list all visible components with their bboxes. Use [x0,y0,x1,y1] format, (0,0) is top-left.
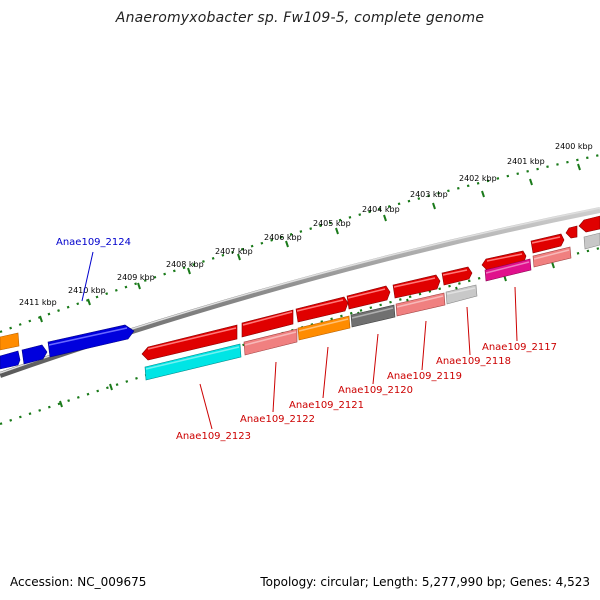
gene-arrow-light-gray [583,232,600,250]
major-tick [109,383,113,391]
gene-label-2120: Anae109_2120 [338,385,413,396]
gene-labels: Anae109_2124 Anae109_2123 Anae109_2122 A… [56,237,557,442]
kbp-label: 2405 kbp [313,219,351,228]
leader-line [322,346,329,399]
major-tick [285,240,289,248]
gene-label-2118: Anae109_2118 [436,356,511,367]
kbp-label: 2403 kbp [410,190,448,199]
major-tick [87,298,91,306]
gene-arrow-red [346,285,391,310]
gene-arrow-light-gray [445,284,478,305]
gene-label-2117: Anae109_2117 [482,342,557,353]
leader-line [199,383,213,430]
forward-genes [141,215,600,361]
gene-arrow-pink [395,292,446,317]
leader-line [514,286,518,342]
leader-line [81,251,94,302]
major-tick [187,267,191,275]
gene-arrow-red [530,233,565,254]
scale-arc-outer [0,153,600,334]
gene-arrow-orange [297,315,351,341]
gene-arrow-red [295,296,349,323]
kbp-label: 2409 kbp [117,273,155,282]
major-tick [577,163,581,171]
gene-label-2124: Anae109_2124 [56,237,131,248]
major-tick [383,214,387,222]
gene-arrow-blue [0,350,21,370]
map-title: Anaeromyxobacter sp. Fw109-5, complete g… [115,10,485,26]
kbp-label: 2411 kbp [19,298,57,307]
kbp-label: 2406 kbp [264,233,302,242]
gene-arrow-red [392,274,441,299]
major-tick [237,253,241,261]
gene-arrow-red [241,309,294,338]
gene-label-2122: Anae109_2122 [240,414,315,425]
kbp-label: 2401 kbp [507,157,545,166]
genome-summary-text: Topology: circular; Length: 5,277,990 bp… [260,575,590,589]
gene-highlight [48,327,128,346]
leader-line [466,306,471,356]
kbp-label: 2402 kbp [459,174,497,183]
gene-highlight [147,236,561,350]
label-leaders [81,251,518,430]
kbp-label: 2408 kbp [166,260,204,269]
left-genes [0,324,135,370]
gene-arrow-orange [0,332,20,351]
gene-arrow-magenta [484,258,532,282]
major-tick [137,282,141,290]
major-tick [432,202,436,210]
leader-line [272,361,277,413]
gene-label-2123: Anae109_2123 [176,431,251,442]
kbp-label: 2400 kbp [555,142,593,151]
kbp-label: 2410 kbp [68,286,106,295]
kbp-label: 2407 kbp [215,247,253,256]
gene-arrow-blue-2124 [47,324,135,358]
major-tick [59,400,63,408]
gene-label-2121: Anae109_2121 [289,400,364,411]
kbp-label: 2404 kbp [362,205,400,214]
outer-major-ticks [39,163,581,323]
major-tick [481,190,485,198]
gene-arrow-red [565,225,578,239]
gene-arrow-red [578,215,600,233]
gene-arrow-pink [243,328,298,356]
leader-line [372,333,379,385]
gene-arrow-pink [532,246,572,268]
leader-line [421,320,427,371]
gene-label-2119: Anae109_2119 [387,371,462,382]
gene-arrow-cyan [144,343,242,381]
gene-arrow-gray [350,304,396,328]
gene-arrow-blue [21,344,48,365]
gene-arrow-red [441,266,473,286]
accession-text: Accession: NC_009675 [10,575,147,589]
gene-highlight [145,249,570,370]
major-tick [335,227,339,235]
major-tick [39,315,43,323]
major-tick [529,178,533,186]
scale-labels: 2400 kbp 2401 kbp 2402 kbp 2403 kbp 2404… [19,142,593,307]
major-tick [551,261,555,269]
second-row-genes [144,232,600,381]
